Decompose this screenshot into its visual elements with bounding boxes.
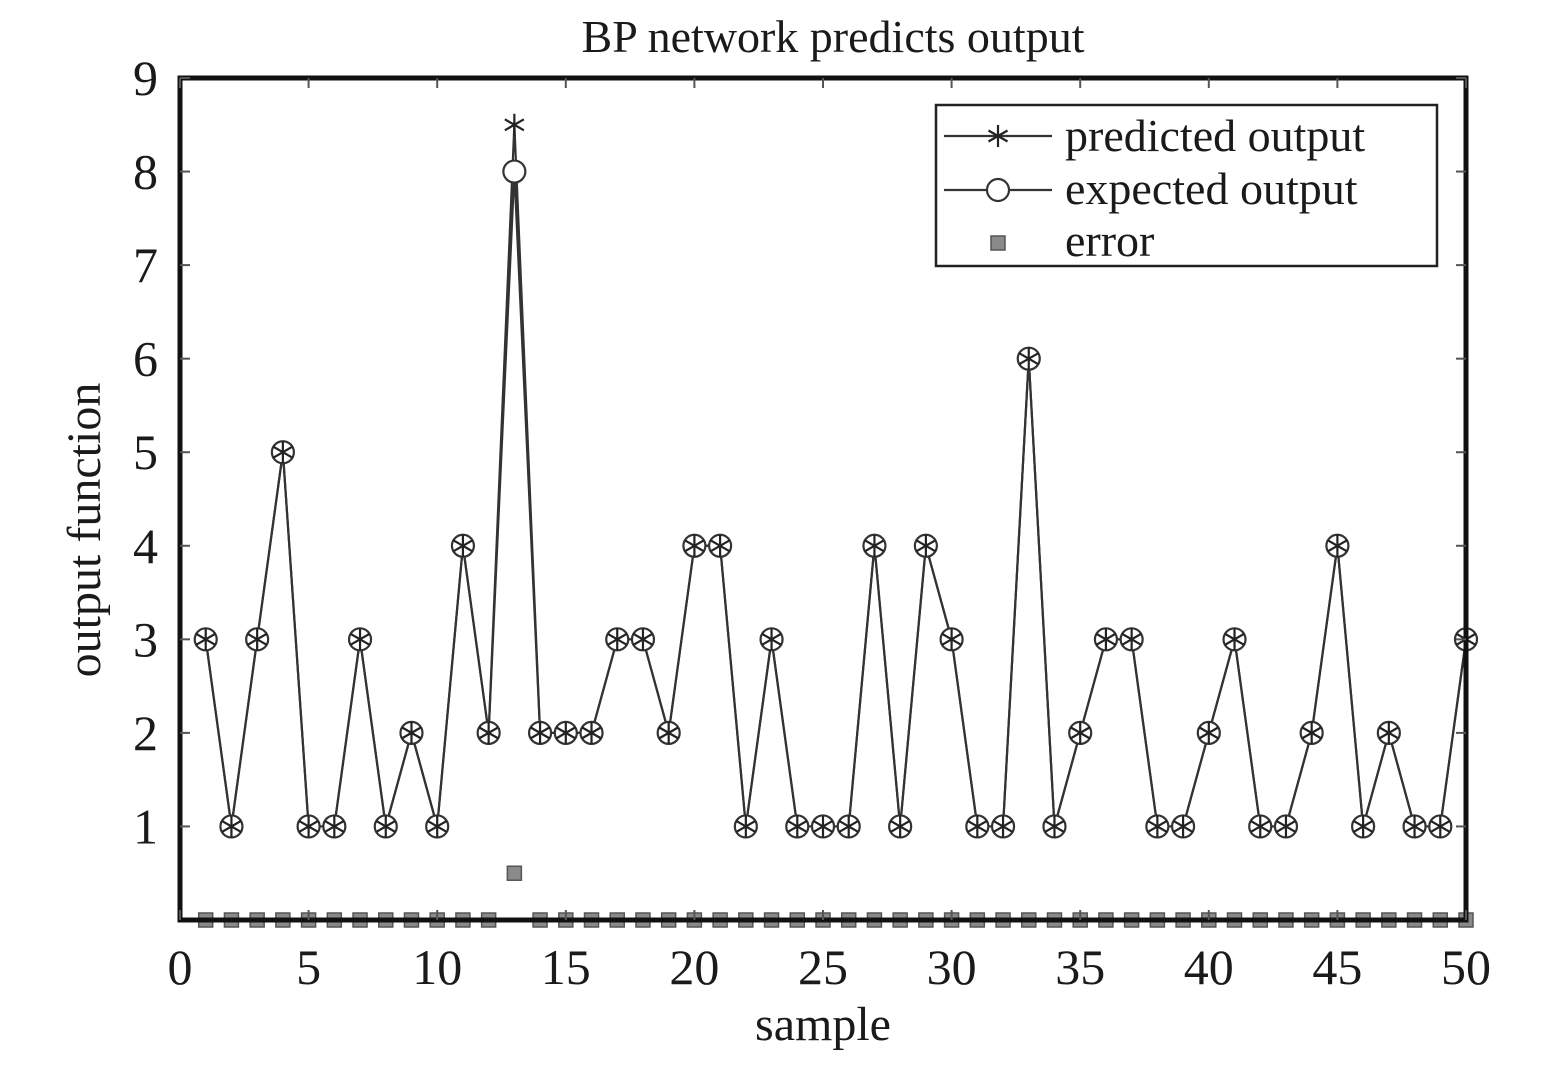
predicted-output-point xyxy=(1147,815,1168,838)
predicted-output-point xyxy=(1224,628,1245,651)
y-tick-label: 3 xyxy=(133,611,158,667)
predicted-output-point xyxy=(1430,815,1451,838)
predicted-output-point xyxy=(1275,815,1297,838)
legend-marker-error xyxy=(990,235,1006,251)
predicted-output-point xyxy=(1018,347,1039,370)
x-tick-label: 0 xyxy=(168,939,193,995)
legend-label-error: error xyxy=(1065,215,1154,266)
y-tick-label: 9 xyxy=(133,50,158,106)
expected-output-point xyxy=(502,159,527,184)
predicted-output-point xyxy=(504,113,525,136)
predicted-output-point xyxy=(1095,628,1116,651)
series-line-expected-output xyxy=(204,171,1468,828)
predicted-output-point xyxy=(1250,815,1271,838)
x-tick-label: 15 xyxy=(541,939,591,995)
legend-marker-predicted xyxy=(987,125,1009,147)
x-tick-label: 35 xyxy=(1055,939,1105,995)
predicted-output-point xyxy=(298,815,319,838)
predicted-output-point xyxy=(221,815,242,838)
legend-box xyxy=(934,103,1439,268)
x-tick-label: 20 xyxy=(669,939,719,995)
predicted-output-point xyxy=(632,628,654,651)
legend: predicted output expected output error xyxy=(934,103,1439,268)
predicted-output-point xyxy=(838,815,859,838)
predicted-output-point xyxy=(555,721,576,744)
x-tick-label: 10 xyxy=(412,939,462,995)
y-tick-label: 2 xyxy=(133,705,158,761)
predicted-output-point xyxy=(1044,815,1065,838)
x-tick-label: 45 xyxy=(1312,939,1362,995)
predicted-output-point xyxy=(761,628,782,651)
predicted-output-point xyxy=(581,721,602,744)
predicted-output-point xyxy=(1070,721,1091,744)
predicted-output-point xyxy=(684,534,705,557)
x-tick-label: 40 xyxy=(1184,939,1234,995)
predicted-output-point xyxy=(427,815,448,838)
predicted-output-point xyxy=(1121,628,1142,651)
predicted-output-point xyxy=(195,628,216,651)
predicted-output-point xyxy=(710,534,731,557)
predicted-output-point xyxy=(890,815,911,838)
predicted-output-point xyxy=(272,441,293,464)
x-tick-label: 5 xyxy=(296,939,321,995)
y-axis-title: output function xyxy=(58,383,111,678)
predicted-output-point xyxy=(735,815,756,838)
y-tick-label: 5 xyxy=(133,424,158,480)
predicted-output-point xyxy=(452,534,473,557)
y-tick-label: 1 xyxy=(133,798,158,854)
predicted-output-point xyxy=(349,628,371,651)
predicted-output-point xyxy=(1378,721,1399,744)
predicted-output-point xyxy=(1301,721,1322,744)
predicted-output-point xyxy=(324,815,345,838)
predicted-output-point xyxy=(607,628,628,651)
x-tick-label: 50 xyxy=(1441,939,1491,995)
legend-label-predicted: predicted output xyxy=(1065,110,1365,161)
predicted-output-point xyxy=(787,815,808,838)
y-tick-label: 6 xyxy=(133,331,158,387)
legend-marker-expected xyxy=(985,177,1011,203)
x-tick-label: 25 xyxy=(798,939,848,995)
predicted-output-point xyxy=(375,815,396,838)
y-tick-label: 8 xyxy=(133,144,158,200)
x-tick-label: 30 xyxy=(927,939,977,995)
legend-label-expected: expected output xyxy=(1065,163,1358,214)
predicted-output-point xyxy=(401,721,422,744)
predicted-output-point xyxy=(530,721,551,744)
predicted-output-point xyxy=(915,534,936,557)
predicted-output-point xyxy=(941,628,962,651)
predicted-output-point xyxy=(1353,815,1374,838)
series-line-predicted-output xyxy=(204,124,1468,828)
y-tick-label: 4 xyxy=(133,518,158,574)
predicted-output-point xyxy=(1198,721,1219,744)
y-tick-label: 7 xyxy=(133,237,158,293)
chart-title: BP network predicts output xyxy=(582,11,1085,62)
error-point xyxy=(506,865,523,881)
predicted-output-point xyxy=(1327,534,1348,557)
predicted-output-point xyxy=(247,628,268,651)
predicted-output-point xyxy=(658,721,679,744)
predicted-output-point xyxy=(992,815,1014,838)
predicted-output-point xyxy=(967,815,988,838)
x-axis-title: sample xyxy=(755,998,891,1051)
predicted-output-point xyxy=(1173,815,1194,838)
plot-area xyxy=(193,113,1479,928)
legend-swatches xyxy=(944,125,1052,251)
predicted-output-point xyxy=(478,721,499,744)
predicted-output-point xyxy=(812,815,834,838)
predicted-output-point xyxy=(1404,815,1425,838)
predicted-output-point xyxy=(864,534,885,557)
